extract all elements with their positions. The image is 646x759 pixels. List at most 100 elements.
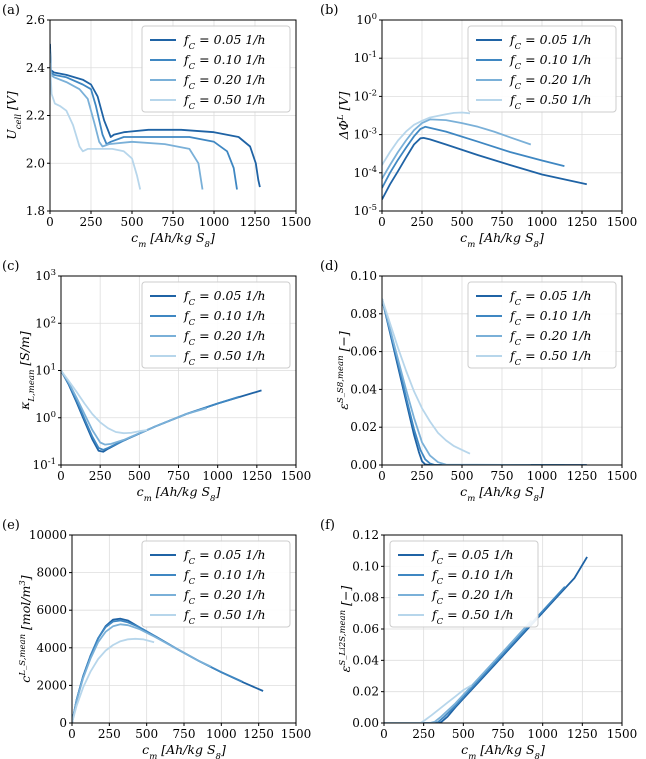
series-line-3	[61, 369, 148, 435]
x-tick-label: 1000	[527, 469, 558, 483]
y-tick-label: 6000	[36, 603, 67, 617]
chart-panel-c: 0 250 500 750 1000 1250 1500 10-1 100 101 102 103 (c…	[2, 259, 311, 504]
series-line-3	[50, 62, 142, 190]
series-line-3	[384, 684, 472, 723]
y-tick-label: 0.10	[350, 269, 377, 283]
x-tick-label: 750	[167, 469, 190, 483]
x-tick-label: 250	[411, 469, 434, 483]
x-tick-label: 250	[412, 727, 435, 741]
x-axis-label: cm [Ah/kg S8]	[461, 742, 545, 759]
chart-panel-a: 0 250 500 750 1000 1250 1500 1.8 2.0 2.2 2.4 2.6 (a)…	[2, 3, 311, 250]
legend-box	[141, 281, 291, 369]
y-tick-label: 0.06	[350, 345, 377, 359]
y-tick-label: 0.04	[350, 382, 377, 396]
legend-entry: fC = 0.50 1/h	[509, 92, 592, 112]
x-tick-label: 0	[57, 469, 65, 483]
x-tick-label: 500	[128, 469, 151, 483]
chart-panel-e: 0 250 500 750 1000 1250 1500 0 2000 4000 6000 8000 1…	[2, 518, 311, 759]
legend-entry: fC = 0.05 1/h	[183, 547, 266, 567]
legend-entry: fC = 0.20 1/h	[183, 587, 266, 607]
legend-entry: fC = 0.10 1/h	[509, 308, 592, 328]
y-tick-label: 2.2	[26, 109, 45, 123]
series-line-3	[382, 298, 471, 455]
x-tick-label: 500	[452, 727, 475, 741]
y-tick-label: 2.4	[26, 61, 45, 75]
legend-entry: fC = 0.50 1/h	[183, 607, 266, 627]
x-tick-label: 750	[162, 215, 185, 229]
x-tick-label: 1500	[607, 727, 638, 741]
y-axis-label: κL,mean [S/m]	[17, 331, 37, 411]
plot-frame	[381, 19, 623, 212]
series-line-1	[61, 370, 240, 451]
series-line-2	[382, 298, 531, 465]
y-tick-label: 10-4	[353, 165, 377, 180]
x-tick-label: 250	[411, 215, 434, 229]
y-tick-label: 10000	[29, 528, 67, 542]
y-tick-label: 10-1	[32, 457, 56, 472]
y-tick-label: 2.0	[26, 156, 45, 170]
legend-box	[141, 540, 291, 628]
legend-entry: fC = 0.20 1/h	[183, 328, 266, 348]
legend-box	[467, 281, 617, 369]
y-tick-label: 0.06	[352, 622, 379, 636]
series-line-0	[384, 556, 588, 723]
x-tick-label: 1500	[281, 727, 312, 741]
x-tick-label: 750	[491, 469, 514, 483]
x-tick-label: 1000	[206, 727, 237, 741]
x-tick-label: 500	[135, 727, 158, 741]
plot-frame	[71, 534, 297, 724]
legend-entry: fC = 0.50 1/h	[431, 607, 514, 627]
legend-entry: fC = 0.10 1/h	[431, 567, 514, 587]
x-tick-label: 1250	[243, 727, 274, 741]
legend-entry: fC = 0.05 1/h	[183, 288, 266, 308]
legend: fC = 0.05 1/hfC = 0.10 1/hfC = 0.20 1/hf…	[389, 540, 539, 628]
series-line-3	[72, 637, 155, 723]
y-tick-label: 0.08	[350, 307, 377, 321]
x-tick-label: 0	[378, 215, 386, 229]
plot-frame	[381, 275, 623, 466]
panel-label: (c)	[2, 259, 19, 274]
x-axis-label: cm [Ah/kg S8]	[142, 742, 226, 759]
series-line-2	[382, 118, 532, 180]
x-tick-label: 500	[451, 469, 474, 483]
plot-frame	[383, 534, 623, 724]
y-tick-label: 2.6	[26, 13, 45, 27]
series-line-2	[61, 370, 207, 446]
x-tick-label: 500	[121, 215, 144, 229]
x-tick-label: 1500	[281, 469, 312, 483]
legend-entry: fC = 0.10 1/h	[183, 52, 266, 72]
y-tick-label: 10-3	[353, 127, 377, 142]
legend-entry: fC = 0.20 1/h	[509, 72, 592, 92]
legend-box	[467, 25, 617, 113]
y-tick-label: 0.02	[352, 685, 379, 699]
x-tick-label: 0	[380, 727, 388, 741]
y-tick-label: 0.12	[352, 528, 379, 542]
x-tick-label: 1500	[281, 215, 312, 229]
y-tick-label: 10-5	[353, 203, 377, 218]
y-tick-label: 101	[35, 363, 56, 378]
x-tick-label: 250	[80, 215, 103, 229]
legend-entry: fC = 0.10 1/h	[183, 308, 266, 328]
y-tick-label: 2000	[36, 678, 67, 692]
y-tick-label: 10-1	[353, 50, 377, 65]
y-axis-label: ΔΦL [V]	[336, 92, 351, 141]
legend-entry: fC = 0.10 1/h	[509, 52, 592, 72]
legend: fC = 0.05 1/hfC = 0.10 1/hfC = 0.20 1/hf…	[141, 25, 291, 113]
legend-entry: fC = 0.50 1/h	[183, 92, 266, 112]
legend-entry: fC = 0.20 1/h	[431, 587, 514, 607]
y-tick-label: 100	[35, 410, 56, 425]
legend-entry: fC = 0.05 1/h	[431, 547, 514, 567]
x-tick-label: 1250	[242, 469, 273, 483]
legend-box	[389, 540, 539, 628]
legend-entry: fC = 0.05 1/h	[183, 32, 266, 52]
legend: fC = 0.05 1/hfC = 0.10 1/hfC = 0.20 1/hf…	[141, 281, 291, 369]
y-tick-label: 0.10	[352, 559, 379, 573]
y-tick-label: 102	[35, 315, 56, 330]
series-line-2	[72, 623, 212, 723]
y-tick-label: 1.8	[26, 204, 45, 218]
y-tick-label: 0.08	[352, 591, 379, 605]
legend-entry: fC = 0.05 1/h	[509, 288, 592, 308]
y-tick-label: 4000	[36, 641, 67, 655]
y-tick-label: 0.04	[352, 653, 379, 667]
